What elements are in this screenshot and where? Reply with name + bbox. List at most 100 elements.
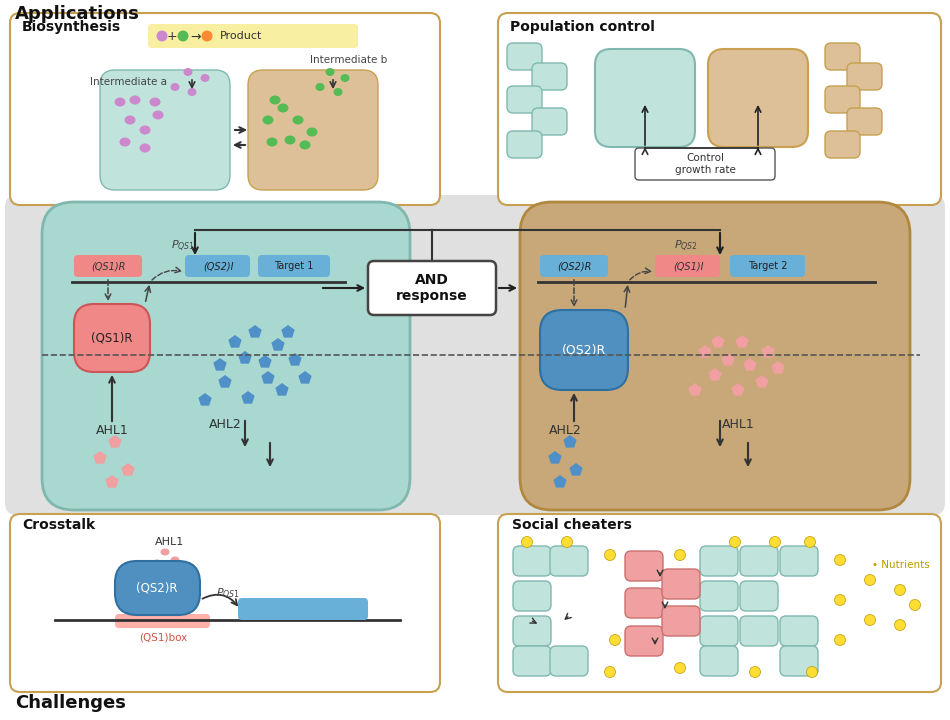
Text: (QS1)R: (QS1)R	[91, 331, 133, 344]
Polygon shape	[735, 335, 749, 348]
FancyBboxPatch shape	[5, 195, 945, 515]
Polygon shape	[281, 325, 294, 338]
Polygon shape	[258, 355, 272, 368]
FancyBboxPatch shape	[368, 261, 496, 315]
Polygon shape	[218, 375, 232, 387]
Text: Crosstalk: Crosstalk	[22, 518, 95, 532]
FancyBboxPatch shape	[662, 606, 700, 636]
Polygon shape	[241, 391, 255, 404]
Ellipse shape	[153, 559, 162, 567]
FancyBboxPatch shape	[100, 70, 230, 190]
Polygon shape	[732, 383, 745, 396]
Text: AHL2: AHL2	[549, 424, 581, 437]
Text: Control
growth rate: Control growth rate	[674, 153, 735, 175]
FancyBboxPatch shape	[498, 514, 941, 692]
Ellipse shape	[183, 68, 193, 76]
Ellipse shape	[267, 138, 277, 146]
Circle shape	[674, 549, 686, 560]
FancyBboxPatch shape	[498, 13, 941, 205]
FancyBboxPatch shape	[42, 202, 410, 510]
Ellipse shape	[124, 115, 136, 125]
Text: (QS2)R: (QS2)R	[136, 582, 178, 595]
FancyBboxPatch shape	[550, 646, 588, 676]
FancyBboxPatch shape	[74, 304, 150, 372]
FancyBboxPatch shape	[825, 43, 860, 70]
FancyBboxPatch shape	[595, 49, 695, 147]
Polygon shape	[743, 358, 756, 371]
FancyBboxPatch shape	[148, 24, 358, 48]
FancyBboxPatch shape	[185, 255, 250, 277]
Text: (QS1)R: (QS1)R	[91, 261, 125, 271]
FancyBboxPatch shape	[740, 616, 778, 646]
FancyBboxPatch shape	[10, 13, 440, 205]
FancyBboxPatch shape	[540, 255, 608, 277]
Polygon shape	[272, 338, 285, 351]
Ellipse shape	[170, 557, 180, 564]
FancyBboxPatch shape	[847, 63, 882, 90]
FancyBboxPatch shape	[115, 561, 200, 615]
Ellipse shape	[333, 88, 343, 96]
Text: $P_{QS2}$: $P_{QS2}$	[674, 239, 698, 254]
Text: (QS1)box: (QS1)box	[139, 632, 187, 642]
FancyBboxPatch shape	[730, 255, 805, 277]
Circle shape	[864, 614, 876, 626]
FancyBboxPatch shape	[532, 108, 567, 135]
Polygon shape	[289, 353, 302, 366]
Text: (QS2)R: (QS2)R	[561, 343, 606, 356]
FancyBboxPatch shape	[708, 49, 808, 147]
Ellipse shape	[170, 83, 180, 91]
FancyBboxPatch shape	[10, 514, 440, 692]
Text: Product: Product	[220, 31, 262, 41]
FancyBboxPatch shape	[513, 546, 551, 576]
Polygon shape	[569, 463, 582, 476]
Polygon shape	[93, 451, 106, 464]
Polygon shape	[563, 435, 577, 448]
Ellipse shape	[153, 110, 163, 120]
Polygon shape	[108, 435, 122, 448]
Polygon shape	[261, 371, 275, 384]
Ellipse shape	[262, 115, 274, 125]
FancyBboxPatch shape	[780, 616, 818, 646]
FancyBboxPatch shape	[780, 646, 818, 676]
Circle shape	[805, 536, 815, 547]
FancyBboxPatch shape	[115, 614, 210, 628]
Polygon shape	[771, 361, 785, 374]
Circle shape	[895, 585, 905, 595]
FancyBboxPatch shape	[238, 598, 368, 620]
Polygon shape	[214, 358, 227, 371]
Circle shape	[201, 30, 213, 42]
Text: Population control: Population control	[510, 20, 655, 34]
FancyBboxPatch shape	[625, 626, 663, 656]
Circle shape	[178, 30, 188, 42]
Ellipse shape	[299, 140, 311, 150]
Ellipse shape	[293, 115, 303, 125]
FancyBboxPatch shape	[625, 588, 663, 618]
FancyBboxPatch shape	[825, 131, 860, 158]
Circle shape	[834, 634, 846, 646]
Ellipse shape	[115, 97, 125, 107]
Text: Applications: Applications	[15, 5, 140, 23]
FancyBboxPatch shape	[780, 546, 818, 576]
FancyBboxPatch shape	[520, 202, 910, 510]
FancyBboxPatch shape	[700, 616, 738, 646]
Text: Challenges: Challenges	[15, 694, 125, 712]
Circle shape	[522, 536, 533, 547]
Text: Target 1: Target 1	[275, 261, 314, 271]
Text: (QS1)I: (QS1)I	[673, 261, 703, 271]
Polygon shape	[228, 335, 241, 348]
Text: Intermediate b: Intermediate b	[310, 55, 388, 65]
FancyBboxPatch shape	[507, 86, 542, 113]
FancyBboxPatch shape	[740, 581, 778, 611]
Text: (QS2)I: (QS2)I	[202, 261, 234, 271]
FancyBboxPatch shape	[513, 581, 551, 611]
FancyBboxPatch shape	[507, 131, 542, 158]
Circle shape	[604, 667, 616, 678]
Polygon shape	[712, 335, 725, 348]
Polygon shape	[548, 451, 561, 464]
FancyBboxPatch shape	[847, 108, 882, 135]
Text: AHL1: AHL1	[156, 537, 184, 547]
Polygon shape	[248, 325, 261, 338]
Text: $P_{QS1}$: $P_{QS1}$	[171, 239, 195, 254]
Text: • Nutrients: • Nutrients	[872, 560, 930, 570]
Ellipse shape	[149, 97, 161, 107]
